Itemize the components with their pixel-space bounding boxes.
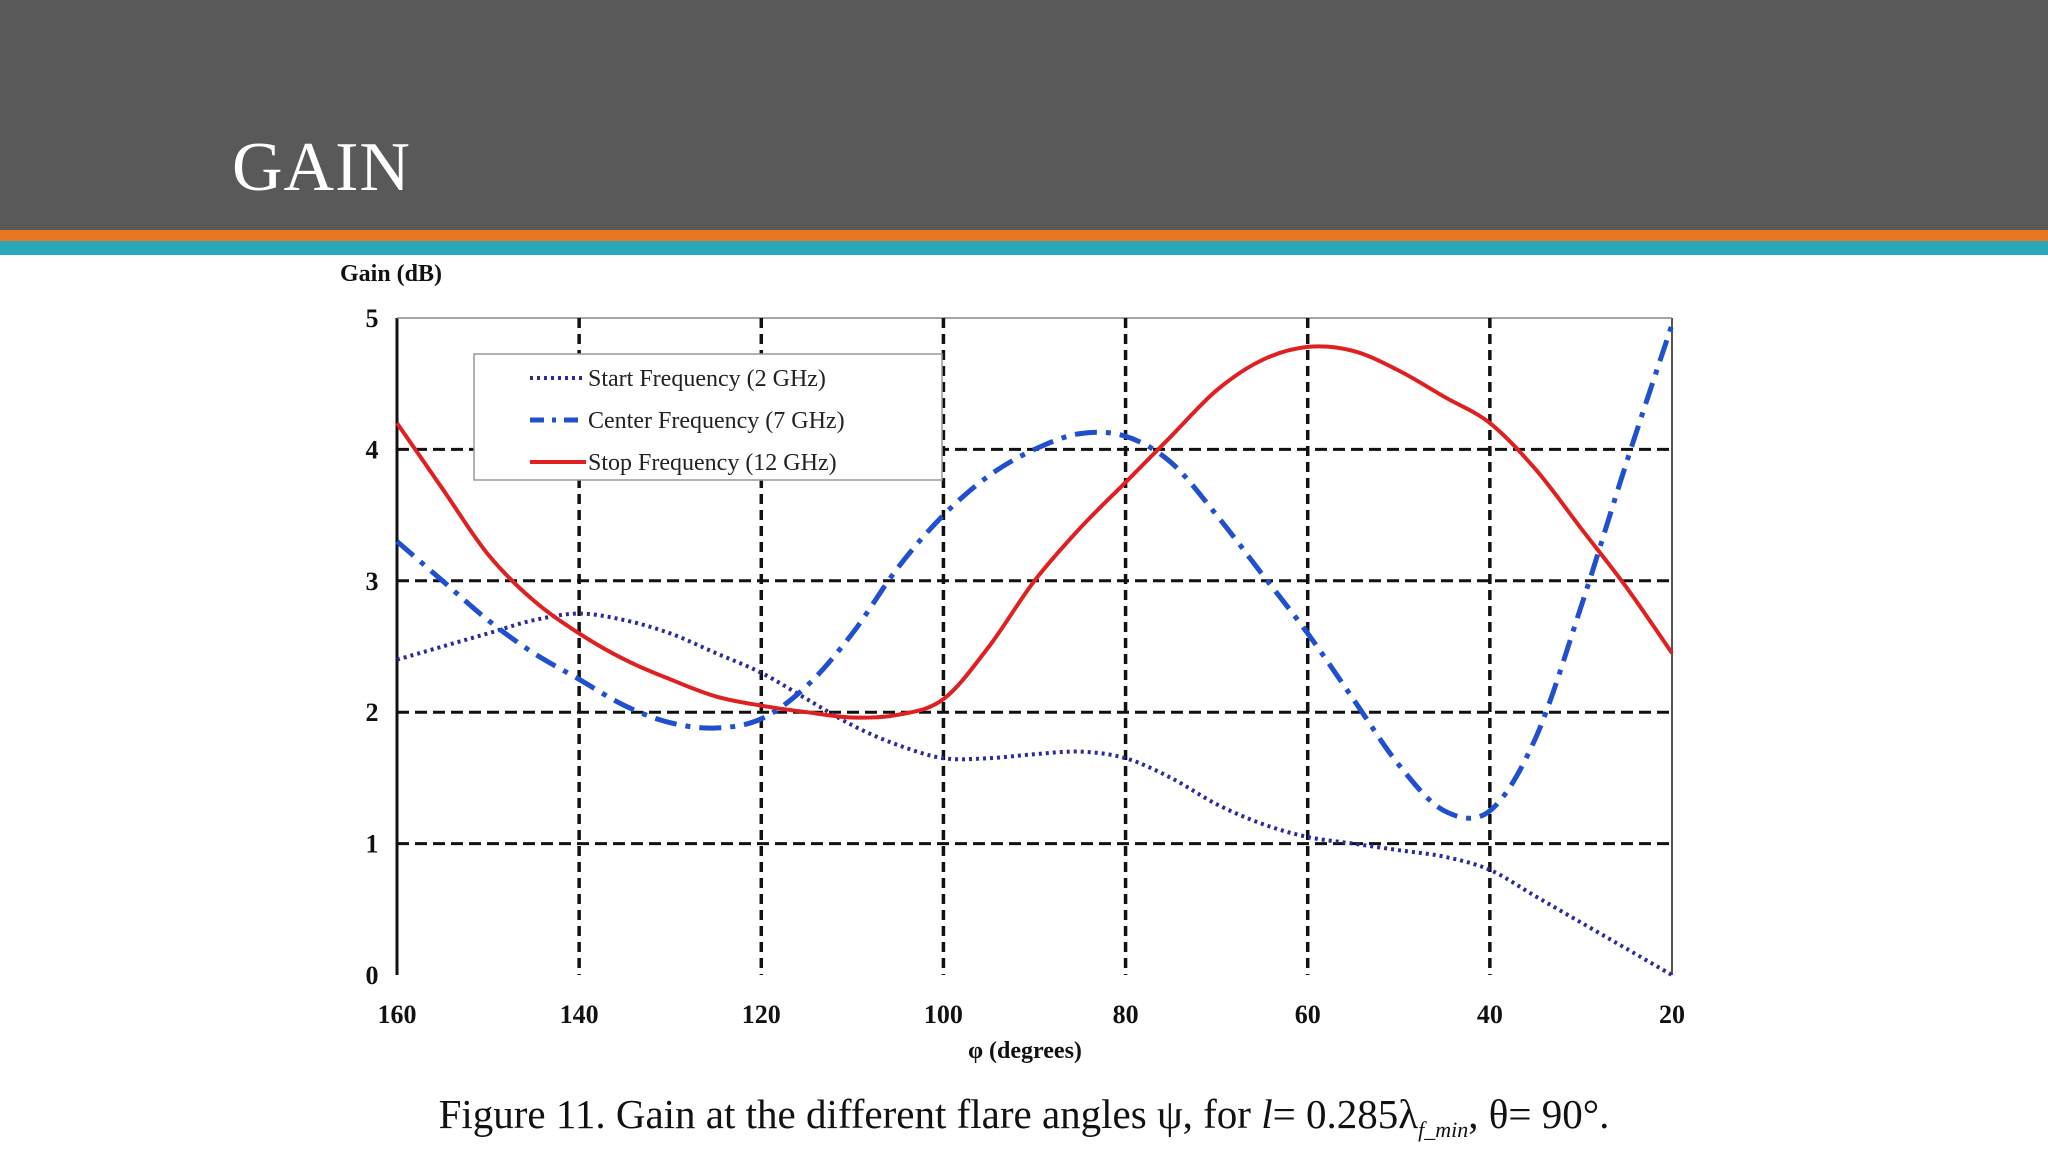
legend-box [473,353,943,481]
x-axis-label: φ (degrees) [968,1038,1082,1064]
y-tick-label: 0 [366,961,379,990]
y-tick-label: 4 [366,435,379,464]
x-tick-label: 100 [924,1000,963,1029]
x-tick-label: 60 [1295,1000,1321,1029]
y-axis-label: Gain (dB) [340,261,442,287]
x-tick-label: 140 [560,1000,599,1029]
x-tick-label: 80 [1113,1000,1139,1029]
x-tick-label: 120 [742,1000,781,1029]
legend-label: Center Frequency (7 GHz) [588,408,845,434]
y-tick-label: 5 [366,304,379,333]
caption-theta-part: , θ= 90°. [1468,1091,1610,1137]
figure-caption: Figure 11. Gain at the different flare a… [0,1090,2048,1143]
tick-layer: 160 140 120 100 80 60 40 20 0 1 2 3 4 5 [366,304,1686,1029]
y-tick-label: 2 [366,698,379,727]
legend-label: Stop Frequency (12 GHz) [588,450,837,476]
legend-label: Start Frequency (2 GHz) [588,366,826,392]
y-tick-label: 3 [366,567,379,596]
chart-legend: Start Frequency (2 GHz) Center Frequency … [473,353,943,481]
series-line-1 [396,611,1674,977]
caption-equals-value: = 0.285λ [1272,1091,1419,1137]
caption-prefix: Figure 11. Gain at the different flare a… [438,1091,1251,1137]
caption-l-symbol: l [1261,1091,1273,1137]
x-tick-label: 160 [378,1000,417,1029]
accent-stripe-orange [0,230,2048,241]
x-tick-label: 40 [1477,1000,1503,1029]
accent-stripe-teal [0,241,2048,255]
slide-title: GAIN [232,129,411,206]
series-line-2 [395,323,1675,821]
slide-header: GAIN [0,0,2048,230]
x-tick-label: 20 [1659,1000,1685,1029]
series-layer [395,323,1675,977]
series-line-3 [395,344,1674,720]
caption-lambda-subscript: f_min [1418,1117,1469,1143]
y-tick-label: 1 [366,830,379,859]
